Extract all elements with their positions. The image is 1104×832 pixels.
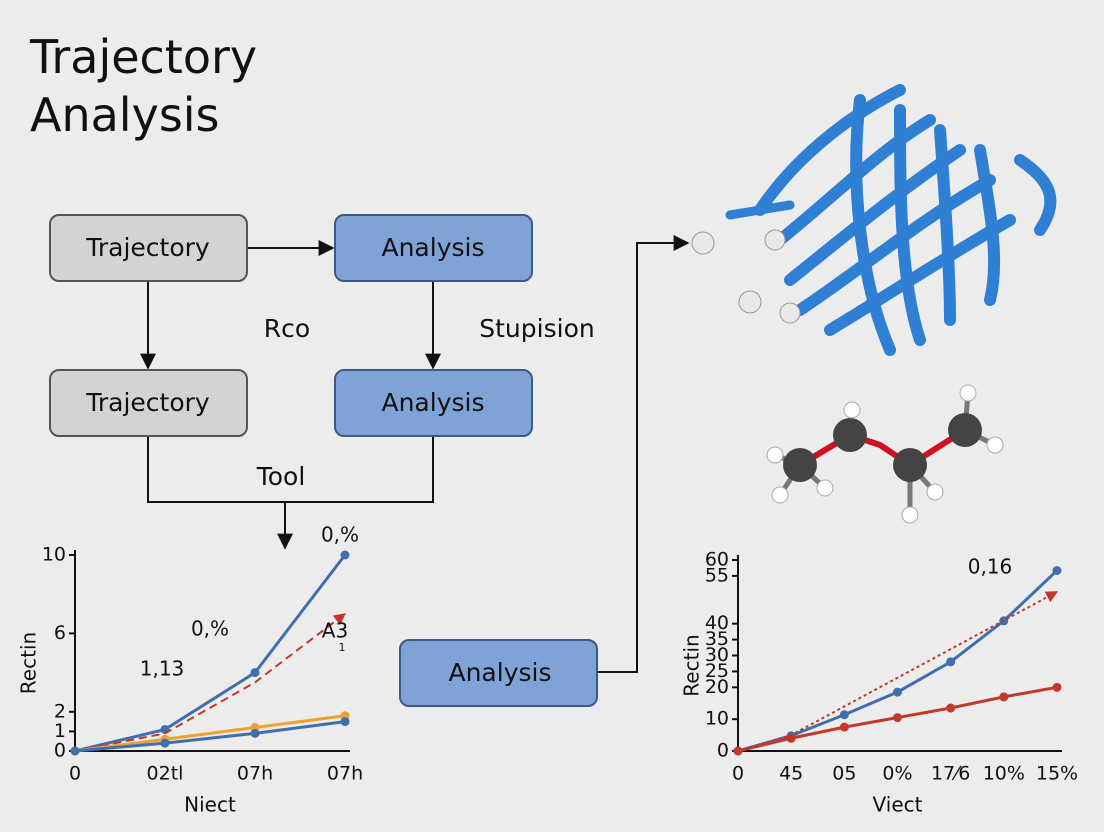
y-tick-label: 25: [705, 660, 729, 682]
x-tick-label: 15%: [1036, 763, 1078, 785]
data-point: [160, 738, 170, 748]
node-label: Trajectory: [85, 233, 210, 262]
y-tick-label: 6: [54, 622, 66, 644]
y-tick-label: 10: [705, 708, 729, 730]
edge-label: Tool: [256, 462, 306, 491]
annotation: 1,13: [140, 657, 185, 681]
node-label: Trajectory: [85, 388, 210, 417]
x-tick-label: 07h: [237, 763, 273, 785]
data-point: [999, 692, 1009, 702]
series-line: [74, 554, 347, 753]
x-tick-label: 0: [732, 763, 744, 785]
data-point: [1052, 566, 1062, 576]
node: Analysis: [399, 639, 598, 707]
data-point: [340, 550, 350, 560]
data-point: [893, 687, 902, 697]
x-axis-title: Viect: [873, 793, 923, 817]
edge-label: Rco: [264, 314, 310, 343]
y-tick-label: 2: [54, 700, 66, 722]
x-axis-title: Niect: [184, 793, 236, 817]
series-line: [74, 720, 346, 753]
x-tick-label: 17⁄6: [931, 763, 970, 785]
page-title: Trajectory Analysis: [30, 30, 258, 142]
y-tick-label: 55: [705, 564, 729, 586]
y-axis-title: Rectin: [680, 634, 704, 696]
series-line: [74, 714, 346, 753]
y-tick-label: 35: [705, 628, 729, 650]
data-point: [250, 668, 260, 678]
edge-label: Stupision: [479, 314, 594, 343]
data-point: [70, 746, 80, 756]
annotation: 0,%: [321, 523, 359, 547]
node-label: Analysis: [448, 658, 551, 687]
x-tick-label: 02tl: [147, 763, 184, 785]
x-tick-label: 45: [779, 763, 803, 785]
y-tick-label: 0: [717, 740, 729, 762]
annotation: A3: [322, 619, 348, 643]
series-line: [74, 613, 346, 752]
node-label: Analysis: [381, 388, 484, 417]
data-point: [340, 717, 350, 727]
data-point: [946, 657, 956, 667]
data-point: [893, 713, 902, 723]
y-tick-label: 0: [54, 740, 66, 762]
node: Trajectory: [49, 369, 248, 437]
data-point: [839, 710, 849, 720]
x-tick-label: 0%: [882, 763, 912, 785]
y-tick-label: 10: [42, 544, 66, 566]
y-tick-label: 60: [705, 549, 729, 571]
x-tick-label: 07h: [327, 763, 363, 785]
node: Analysis: [334, 369, 533, 437]
x-tick-label: 10%: [983, 763, 1025, 785]
series-line: [737, 590, 1059, 752]
y-axis-title: Rectin: [17, 632, 41, 694]
arrow: [597, 235, 690, 673]
data-point: [946, 703, 956, 713]
y-tick-label: 1: [54, 720, 66, 742]
node: Analysis: [334, 214, 533, 282]
node: Trajectory: [49, 214, 248, 282]
y-tick-label: 20: [705, 676, 729, 698]
annotation: 1: [339, 641, 346, 654]
data-point: [1052, 682, 1062, 692]
connectors: [140, 235, 690, 673]
x-tick-label: 05: [832, 763, 856, 785]
node-label: Analysis: [381, 233, 484, 262]
x-tick-label: 0: [69, 763, 81, 785]
data-point: [250, 728, 260, 738]
protein-illustration: [691, 84, 1057, 356]
data-point: [839, 722, 849, 732]
molecule-illustration: [766, 384, 1004, 524]
y-tick-label: 40: [705, 612, 729, 634]
annotation: 0,%: [191, 617, 229, 641]
data-point: [786, 733, 796, 743]
series-line: [737, 569, 1059, 753]
y-tick-label: 30: [705, 644, 729, 666]
annotation: 0,16: [968, 555, 1013, 579]
connector: [147, 436, 434, 503]
